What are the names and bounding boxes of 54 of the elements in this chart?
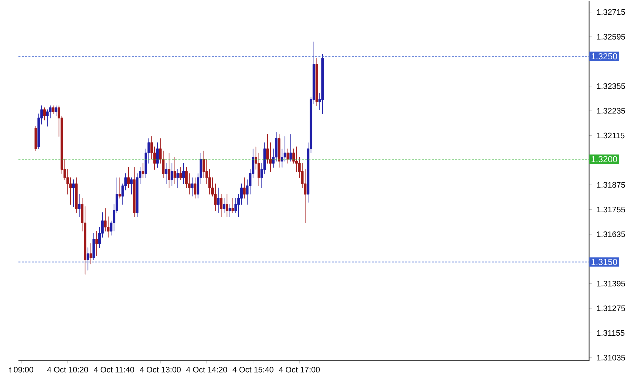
candlestick: [133, 167, 136, 218]
ref-line-label: 1.3200: [592, 156, 618, 162]
candlestick: [86, 248, 90, 271]
candlestick: [191, 178, 194, 197]
y-tick-label: 1.32355: [597, 84, 625, 90]
ref-line-label: 1.3150: [592, 259, 618, 266]
candlestick: [52, 106, 55, 114]
x-tick-label: 4 Oct 11:40: [94, 367, 134, 373]
candlestick: [168, 152, 171, 189]
candlestick: [90, 243, 92, 265]
candlestick: [92, 233, 96, 261]
candlestick: [43, 108, 46, 121]
x-tick-label: 4 Oct 15:40: [232, 367, 274, 373]
x-tick-label: t 09:00: [9, 367, 34, 373]
candlestick: [130, 178, 133, 195]
candlestick: [156, 142, 159, 168]
candlestick: [34, 126, 38, 152]
y-tick-label: 1.32595: [597, 34, 625, 40]
y-tick-label: 1.31635: [597, 232, 625, 238]
y-tick-label: 1.31035: [597, 355, 625, 361]
y-tick-label: 1.31155: [597, 330, 625, 336]
candlestick: [194, 178, 197, 199]
candlestick: [220, 194, 223, 218]
x-tick-label: 4 Oct 10:20: [47, 367, 88, 373]
candlestick: [217, 188, 220, 214]
y-tick-label: 1.32715: [597, 9, 625, 16]
candlestick: [55, 106, 58, 117]
candlestick: [278, 134, 281, 168]
candlestick: [180, 167, 182, 180]
candlestick: [75, 178, 78, 214]
candlestick: [170, 163, 174, 186]
y-tick-label: 1.32235: [597, 108, 625, 114]
candlestick: [243, 178, 246, 199]
y-tick-label: 1.31875: [597, 182, 625, 188]
candlestick: [234, 198, 238, 214]
x-tick-label: 4 Oct 13:00: [140, 367, 181, 373]
candlestick: [127, 167, 130, 189]
y-tick-label: 1.31755: [597, 206, 625, 213]
x-tick-label: 4 Oct 14:20: [186, 367, 228, 373]
candlestick: [290, 134, 292, 162]
candlestick: [118, 178, 122, 199]
candlestick: [182, 163, 186, 184]
candlestick: [78, 194, 81, 218]
ref-line-label: 1.3250: [592, 53, 618, 60]
candlestick: [176, 169, 180, 189]
candlestick: [322, 54, 324, 114]
y-tick-label: 1.31275: [597, 306, 625, 312]
y-tick-label: 1.32115: [597, 132, 625, 139]
candlestick: [316, 58, 318, 106]
y-tick-label: 1.31395: [597, 281, 625, 287]
x-tick-label: 4 Oct 17:00: [279, 367, 320, 373]
candlestick: [46, 110, 49, 127]
candlestick: [286, 148, 290, 164]
candlestick: [232, 198, 234, 214]
